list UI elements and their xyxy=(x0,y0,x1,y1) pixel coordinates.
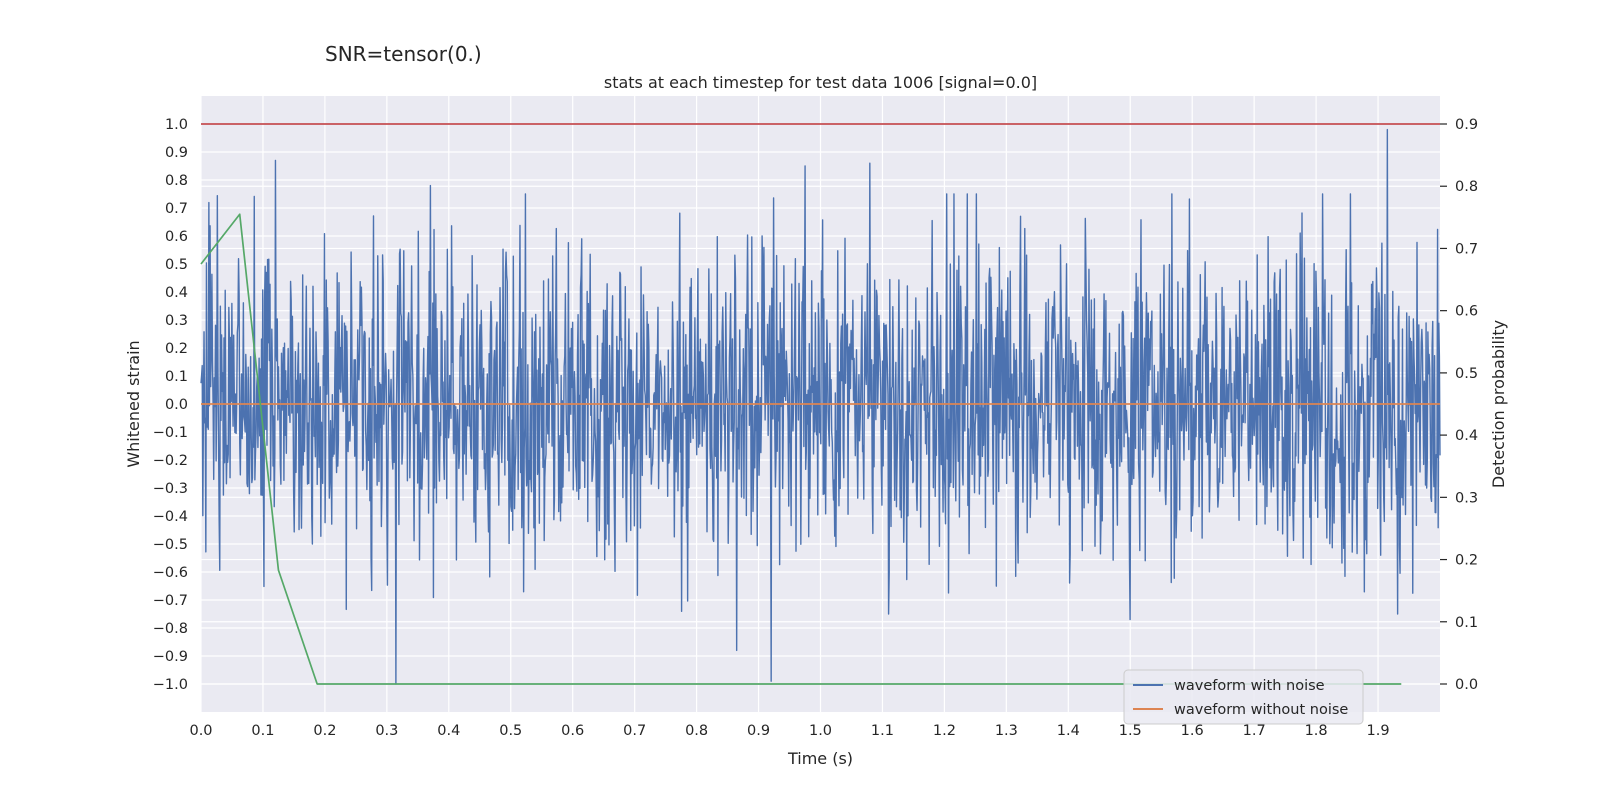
y-tick-label: −0.1 xyxy=(153,425,188,441)
y-tick-label: −0.4 xyxy=(153,509,188,525)
y-axis-label: Whitened strain xyxy=(124,340,143,467)
figure-suptitle: SNR=tensor(0.) xyxy=(325,42,482,66)
x-tick-label: 1.6 xyxy=(1181,723,1204,739)
y2-tick-label: 0.9 xyxy=(1455,117,1478,133)
y-tick-label: −0.3 xyxy=(153,481,188,497)
x-tick-label: 1.8 xyxy=(1305,723,1328,739)
y-tick-label: −0.9 xyxy=(153,649,188,665)
legend-label: waveform without noise xyxy=(1174,702,1348,718)
x-tick-label: 0.1 xyxy=(251,723,274,739)
y2-tick-label: 0.5 xyxy=(1455,366,1478,382)
x-tick-label: 0.6 xyxy=(561,723,584,739)
legend-label: waveform with noise xyxy=(1174,678,1325,694)
legend: waveform with noise waveform without nois… xyxy=(1123,669,1364,725)
y-tick-label: 0.9 xyxy=(165,145,188,161)
x-tick-label: 1.7 xyxy=(1243,723,1266,739)
y-tick-label: −0.2 xyxy=(153,453,188,469)
y2-tick-label: 0.7 xyxy=(1455,241,1478,257)
y-axis-left: 1.0 0.9 0.8 0.7 0.6 0.5 0.4 0.3 0.2 0.1 0.0 −0.1 −0.… xyxy=(153,117,188,693)
y2-tick-label: 0.4 xyxy=(1455,428,1478,444)
y-tick-label: 0.7 xyxy=(165,201,188,217)
y-tick-label: 0.1 xyxy=(165,369,188,385)
x-axis: 0.0 0.1 0.2 0.3 0.4 0.5 0.6 0.7 0.8 0.9 1.0 1.1 1.2 1… xyxy=(189,723,1389,739)
y-tick-label: 0.2 xyxy=(165,341,188,357)
x-tick-label: 0.0 xyxy=(189,723,212,739)
y-tick-label: −1.0 xyxy=(153,677,188,693)
series-layer xyxy=(200,123,1441,685)
x-tick-label: 0.5 xyxy=(499,723,522,739)
y2-tick-label: 0.0 xyxy=(1455,677,1478,693)
x-tick-label: 0.7 xyxy=(623,723,646,739)
series-detection-probability xyxy=(200,213,1402,685)
chart-title: stats at each timestep for test data 100… xyxy=(604,73,1037,92)
y-tick-label: 1.0 xyxy=(165,117,188,133)
y2-tick-label: 0.3 xyxy=(1455,490,1478,506)
series-waveform-with-noise xyxy=(200,128,1441,685)
x-tick-label: 0.3 xyxy=(375,723,398,739)
y-tick-label: 0.8 xyxy=(165,173,188,189)
x-tick-label: 0.2 xyxy=(313,723,336,739)
x-tick-label: 0.4 xyxy=(437,723,460,739)
legend-box xyxy=(1123,669,1364,725)
y-tick-label: −0.5 xyxy=(153,537,188,553)
y-tick-label: −0.8 xyxy=(153,621,188,637)
x-tick-label: 1.5 xyxy=(1119,723,1142,739)
x-tick-label: 1.4 xyxy=(1057,723,1080,739)
y-tick-label: 0.0 xyxy=(165,397,188,413)
y2-axis-label: Detection probability xyxy=(1489,320,1508,488)
y-axis-right: 0.9 0.8 0.7 0.6 0.5 0.4 0.3 0.2 0.1 0.0 xyxy=(1440,117,1478,693)
y2-tick-label: 0.1 xyxy=(1455,615,1478,631)
x-axis-label: Time (s) xyxy=(787,749,853,768)
y2-tick-label: 0.6 xyxy=(1455,304,1478,320)
y2-tick-label: 0.2 xyxy=(1455,553,1478,569)
y-tick-label: 0.4 xyxy=(165,285,188,301)
x-tick-label: 0.8 xyxy=(685,723,708,739)
x-tick-label: 0.9 xyxy=(747,723,770,739)
y-tick-label: 0.3 xyxy=(165,313,188,329)
x-tick-label: 1.9 xyxy=(1367,723,1390,739)
x-tick-label: 1.3 xyxy=(995,723,1018,739)
y-tick-label: 0.5 xyxy=(165,257,188,273)
y-tick-label: −0.6 xyxy=(153,565,188,581)
y2-tick-label: 0.8 xyxy=(1455,179,1478,195)
x-tick-label: 1.0 xyxy=(809,723,832,739)
y-tick-label: 0.6 xyxy=(165,229,188,245)
x-tick-label: 1.2 xyxy=(933,723,956,739)
x-tick-label: 1.1 xyxy=(871,723,894,739)
y-tick-label: −0.7 xyxy=(153,593,188,609)
